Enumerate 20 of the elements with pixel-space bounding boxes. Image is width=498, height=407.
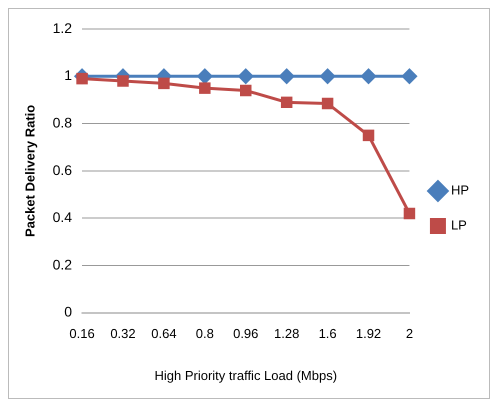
y-tick-label: 1 <box>64 67 72 84</box>
y-tick-label: 0.6 <box>52 162 72 178</box>
x-tick-label: 1.92 <box>356 326 382 342</box>
x-tick-label: 0.8 <box>196 326 214 342</box>
legend-label: LP <box>450 218 467 233</box>
y-tick-label: 0.2 <box>52 256 72 272</box>
y-axis-title: Packet Delivery Ratio <box>22 104 38 238</box>
y-tick-label: 0 <box>64 304 72 320</box>
x-axis-title: High Priority traffic Load (Mbps) <box>154 368 338 383</box>
x-tick-label: 0.64 <box>151 326 177 342</box>
y-tick-label: 0.8 <box>52 114 72 130</box>
y-tick-label: 0.4 <box>52 209 72 226</box>
x-tick-label: 0.16 <box>69 326 95 342</box>
x-tick-label: 1.28 <box>274 326 300 342</box>
x-tick-label: 1.6 <box>318 326 337 342</box>
x-tick-label: 0.96 <box>233 326 258 342</box>
legend-label: HP <box>450 182 470 198</box>
x-tick-label: 2 <box>406 326 414 342</box>
x-tick-label: 0.32 <box>110 326 136 342</box>
y-tick-label: 1.2 <box>52 20 72 36</box>
